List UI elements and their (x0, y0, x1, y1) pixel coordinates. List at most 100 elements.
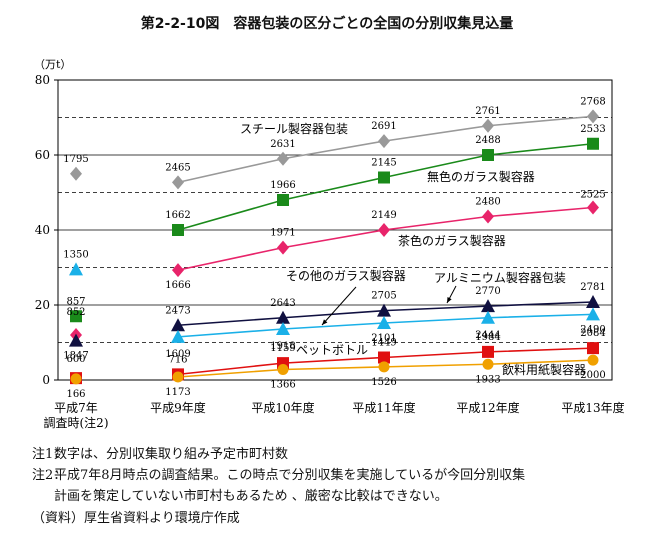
data-label-s3-p5: 2781 (580, 282, 605, 293)
footnote-1-text: 数字は、分別収集取り組み予定市町村数 (54, 447, 289, 462)
data-label-s2-p2: 1971 (270, 228, 295, 239)
source-note: （資料）厚生省資料より環境庁作成 (32, 511, 240, 526)
series-name-5: ペットボトル (296, 343, 368, 357)
data-label-s0-p3: 2691 (371, 121, 396, 132)
marker-s1-p2 (277, 194, 289, 206)
marker-s1-p5 (587, 137, 599, 150)
gridlines (58, 79, 612, 343)
data-label-s1-p1: 1662 (165, 210, 190, 221)
data-label-s1-p3: 2145 (371, 158, 396, 169)
data-label-s6-p5: 2000 (580, 370, 605, 381)
marker-s6-p2 (277, 364, 289, 375)
x-tick-label: 平成11年度 (352, 400, 415, 415)
marker-s4-p4 (481, 310, 495, 324)
data-label-s3-p3: 2705 (371, 291, 396, 302)
marker-s6-p0 (70, 373, 82, 385)
data-label-s2-p5: 2525 (580, 190, 605, 201)
series-name-4: その他のガラス製容器 (286, 268, 406, 283)
data-label-s2-p0: 852 (66, 307, 85, 318)
marker-s0-p3 (378, 134, 390, 149)
data-label-s5-p4: 1984 (475, 332, 500, 343)
data-label-s4-p3: 2101 (371, 333, 396, 344)
marker-s3-p2 (276, 310, 290, 324)
y-unit-label: （万t） (34, 58, 71, 71)
data-label-s3-p4: 2770 (475, 286, 500, 297)
marker-s1-p0 (70, 310, 82, 323)
data-label-s0-p4: 2761 (475, 106, 500, 117)
marker-s0-p2 (277, 151, 289, 166)
marker-s4-p1 (171, 329, 185, 343)
series-pointer-4 (321, 286, 357, 326)
series-name-1: 無色のガラス製容器 (427, 169, 535, 184)
data-label-s0-p5: 2768 (580, 96, 605, 107)
marker-s2-p1 (172, 263, 184, 278)
marker-s4-p0 (69, 262, 83, 276)
data-label-s6-p0: 166 (66, 389, 85, 400)
series-name-2: 茶色のガラス製容器 (398, 233, 506, 248)
marker-s3-p1 (171, 318, 185, 332)
marker-s1-p1 (172, 224, 184, 236)
x-tick-label: 平成12年度 (456, 400, 519, 415)
data-label-s5-p0: 600 (66, 354, 85, 365)
y-tick-label: 0 (42, 373, 50, 387)
data-label-s5-p2: 1159 (270, 343, 295, 354)
marker-s3-p3 (377, 303, 391, 317)
x-tick-label: 平成7年 (54, 401, 98, 415)
data-label-s6-p2: 1366 (270, 380, 295, 391)
data-label-s6-p4: 1933 (475, 374, 500, 385)
marker-s5-p3 (378, 351, 390, 364)
series-name-0: スチール製容器包装 (240, 121, 348, 136)
marker-s5-p5 (587, 342, 599, 355)
data-label-s6-p1: 1173 (165, 387, 190, 398)
marker-s3-p4 (481, 299, 495, 313)
marker-s0-p5 (587, 109, 599, 124)
data-label-s0-p2: 2631 (270, 139, 295, 150)
data-label-s4-p5: 2490 (580, 324, 605, 335)
y-tick-label: 40 (35, 223, 50, 237)
data-label-s4-p2: 1918 (270, 341, 295, 352)
data-label-s2-p4: 2480 (475, 197, 500, 208)
y-tick-label: 80 (35, 73, 50, 87)
footnote-2-label: 注2： (32, 468, 67, 483)
series-pointer-head-4 (322, 319, 328, 325)
data-label-s1-p0: 857 (66, 296, 85, 307)
marker-s2-p2 (277, 240, 289, 255)
data-label-s5-p1: 716 (168, 354, 187, 365)
data-label-s2-p3: 2149 (371, 210, 396, 221)
series-pointer-head-3 (447, 297, 452, 303)
data-label-s3-p0: 1847 (63, 351, 88, 362)
marker-s5-p4 (482, 345, 494, 358)
data-label-s4-p4: 2444 (475, 330, 500, 341)
marker-s1-p3 (378, 171, 390, 184)
marker-s1-p4 (482, 149, 494, 161)
marker-s2-p4 (482, 209, 494, 224)
data-label-s0-p1: 2465 (165, 162, 190, 173)
marker-s4-p2 (276, 322, 290, 335)
x-tick-label: 平成13年度 (561, 400, 624, 415)
data-label-s1-p5: 2533 (580, 124, 605, 135)
marker-s0-p0 (70, 166, 82, 181)
marker-s2-p3 (378, 223, 390, 237)
data-label-s6-p3: 1526 (371, 377, 396, 388)
marker-s0-p1 (172, 175, 184, 190)
footnote-1-label: 注1： (32, 447, 67, 462)
series-markers (69, 109, 600, 385)
data-label-s4-p1: 1609 (165, 349, 190, 360)
data-labels: 1795 2465 2631 2691 2761 2768 857 1662 1966 2145 2… (63, 96, 605, 400)
data-label-s3-p2: 2643 (270, 298, 295, 309)
marker-s6-p5 (587, 354, 599, 366)
data-label-s4-p0: 1350 (63, 249, 88, 260)
data-label-s0-p0: 1795 (63, 154, 88, 165)
x-tick-label: 平成10年度 (251, 400, 314, 415)
marker-s3-p5 (586, 295, 600, 308)
data-label-s1-p2: 1966 (270, 180, 295, 191)
footnote-1: 注1： 数字は、分別収集取り組み予定市町村数 (32, 444, 525, 465)
marker-s3-p0 (69, 333, 83, 347)
data-label-s1-p4: 2488 (475, 135, 500, 146)
marker-s4-p5 (586, 307, 600, 321)
chart-title: 第2-2-10図 容器包装の区分ごとの全国の分別収集見込量 (140, 16, 514, 32)
footnote-2: 注2： 平成7年8月時点の調査結果。この時点で分別収集を実施しているが今回分別収… (32, 465, 525, 507)
